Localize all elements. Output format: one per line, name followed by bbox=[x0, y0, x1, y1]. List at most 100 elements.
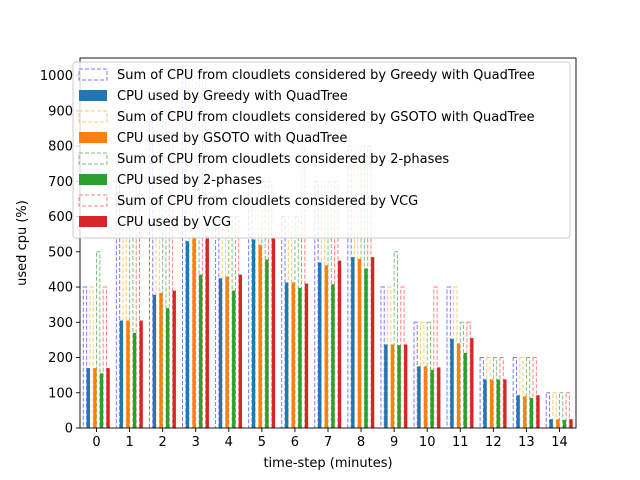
legend-swatch-1 bbox=[79, 90, 107, 101]
usage-bar-s5-t3 bbox=[199, 274, 203, 428]
capacity-bar-s2-t6 bbox=[287, 216, 293, 428]
x-tick-label-9: 9 bbox=[390, 435, 398, 450]
usage-bar-s1-t7 bbox=[318, 262, 322, 428]
usage-bar-s7-t3 bbox=[205, 235, 209, 428]
y-tick-label-4: 400 bbox=[48, 281, 73, 296]
usage-bar-s3-t7 bbox=[324, 265, 328, 428]
x-tick-label-13: 13 bbox=[518, 435, 535, 450]
capacity-bar-s6-t11 bbox=[466, 321, 471, 428]
x-tick-label-7: 7 bbox=[324, 435, 332, 450]
usage-bar-s5-t4 bbox=[232, 290, 236, 428]
usage-bar-s1-t0 bbox=[86, 368, 90, 428]
capacity-bar-s0-t10 bbox=[413, 321, 418, 428]
capacity-bar-s4-t9 bbox=[393, 251, 398, 428]
usage-bar-s1-t10 bbox=[417, 366, 421, 428]
capacity-bar-s0-t0 bbox=[82, 286, 88, 428]
capacity-bar-s2-t13 bbox=[519, 357, 524, 428]
capacity-bar-s0-t11 bbox=[446, 286, 451, 428]
usage-bar-s3-t6 bbox=[291, 282, 295, 428]
x-tick-label-4: 4 bbox=[225, 435, 233, 450]
usage-bar-s3-t3 bbox=[192, 235, 196, 428]
capacity-bar-s0-t12 bbox=[479, 357, 484, 428]
x-tick-label-8: 8 bbox=[357, 435, 365, 450]
capacity-bar-s4-t0 bbox=[96, 251, 101, 428]
capacity-bar-s2-t4 bbox=[221, 216, 227, 428]
usage-bar-s5-t2 bbox=[165, 308, 170, 428]
usage-bar-s5-t12 bbox=[496, 379, 500, 428]
legend-swatch-4 bbox=[78, 152, 108, 165]
usage-bar-s7-t6 bbox=[304, 283, 309, 428]
legend-label-4: Sum of CPU from cloudlets considered by … bbox=[117, 152, 449, 167]
capacity-bar-s6-t13 bbox=[532, 357, 537, 428]
usage-bar-s3-t1 bbox=[126, 320, 130, 428]
usage-bar-s1-t2 bbox=[152, 294, 157, 428]
legend-label-3: CPU used by GSOTO with QuadTree bbox=[117, 131, 347, 146]
usage-bar-s5-t5 bbox=[265, 259, 269, 428]
usage-bar-s3-t4 bbox=[225, 276, 229, 428]
y-tick-label-7: 700 bbox=[48, 175, 73, 190]
capacity-bar-s6-t14 bbox=[565, 392, 570, 428]
usage-bar-s5-t1 bbox=[132, 332, 137, 428]
legend-box bbox=[72, 61, 571, 239]
capacity-bar-s6-t4 bbox=[234, 216, 240, 428]
capacity-bar-s4-t12 bbox=[492, 357, 498, 428]
usage-bar-s3-t14 bbox=[556, 419, 560, 428]
capacity-bar-s6-t9 bbox=[400, 286, 405, 428]
capacity-bar-s4-t6 bbox=[294, 216, 299, 428]
usage-bar-s1-t1 bbox=[119, 320, 123, 428]
usage-bar-s7-t4 bbox=[238, 274, 243, 428]
x-tick-label-6: 6 bbox=[291, 435, 299, 450]
y-tick-label-5: 500 bbox=[48, 245, 73, 260]
usage-bar-s3-t0 bbox=[93, 368, 97, 428]
usage-bar-s7-t13 bbox=[536, 395, 540, 428]
usage-bar-s7-t11 bbox=[470, 338, 474, 428]
x-tick-label-0: 0 bbox=[92, 435, 100, 450]
x-axis-label: time-step (minutes) bbox=[263, 456, 392, 471]
usage-bar-s5-t11 bbox=[463, 352, 467, 428]
legend-label-7: CPU used by VCG bbox=[117, 215, 231, 230]
usage-bar-s3-t11 bbox=[456, 343, 461, 428]
capacity-bar-s2-t10 bbox=[420, 321, 425, 428]
usage-bar-s1-t6 bbox=[285, 282, 289, 428]
usage-bar-s3-t10 bbox=[423, 366, 428, 428]
y-tick-label-8: 800 bbox=[48, 140, 73, 155]
usage-bar-s1-t9 bbox=[384, 344, 388, 428]
legend-label-2: Sum of CPU from cloudlets considered by … bbox=[117, 110, 535, 125]
y-tick-label-3: 300 bbox=[48, 316, 73, 331]
legend-label-5: CPU used by 2-phases bbox=[117, 173, 262, 188]
legend-swatch-6 bbox=[78, 194, 108, 207]
x-tick-label-3: 3 bbox=[192, 435, 200, 450]
capacity-bar-s2-t14 bbox=[552, 392, 557, 428]
legend-label-1: CPU used by Greedy with QuadTree bbox=[117, 89, 348, 104]
usage-bar-s7-t0 bbox=[106, 368, 110, 428]
capacity-bar-s2-t12 bbox=[486, 357, 491, 428]
usage-bar-s5-t6 bbox=[298, 287, 302, 428]
legend-swatch-3 bbox=[79, 132, 107, 143]
capacity-bar-s4-t10 bbox=[426, 321, 432, 428]
usage-bar-s5-t14 bbox=[562, 419, 567, 428]
capacity-bar-s0-t14 bbox=[545, 392, 551, 428]
legend-label-6: Sum of CPU from cloudlets considered by … bbox=[117, 194, 418, 209]
capacity-bar-s4-t4 bbox=[228, 216, 233, 428]
capacity-bar-s2-t0 bbox=[89, 286, 94, 428]
legend-label-0: Sum of CPU from cloudlets considered by … bbox=[117, 68, 535, 83]
usage-bar-s1-t14 bbox=[549, 419, 553, 428]
usage-bar-s3-t12 bbox=[490, 379, 494, 428]
y-tick-label-10: 1000 bbox=[40, 69, 73, 84]
y-tick-label-0: 0 bbox=[65, 422, 73, 437]
usage-bar-s5-t9 bbox=[397, 345, 401, 428]
y-axis-label: used cpu (%) bbox=[15, 200, 30, 286]
x-tick-label-14: 14 bbox=[551, 435, 568, 450]
legend-swatch-5 bbox=[79, 174, 107, 185]
usage-bar-s5-t0 bbox=[99, 373, 104, 428]
capacity-bar-s2-t9 bbox=[387, 286, 392, 428]
x-tick-label-2: 2 bbox=[159, 435, 167, 450]
usage-bar-s1-t12 bbox=[483, 379, 487, 428]
usage-bar-s5-t13 bbox=[529, 398, 534, 428]
capacity-bar-s0-t6 bbox=[281, 216, 286, 428]
x-tick-label-10: 10 bbox=[419, 435, 436, 450]
capacity-bar-s4-t13 bbox=[525, 357, 531, 428]
capacity-bar-s6-t12 bbox=[499, 357, 504, 428]
usage-bar-s5-t10 bbox=[430, 369, 434, 428]
